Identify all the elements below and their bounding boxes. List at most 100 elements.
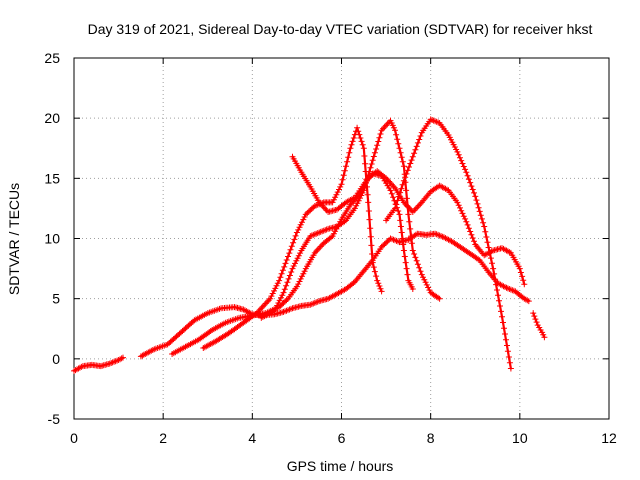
chart-title: Day 319 of 2021, Sidereal Day-to-day VTE… [88,21,593,37]
data-point-marker [347,145,354,152]
data-point-marker [366,168,373,175]
data-point-marker [503,284,510,291]
data-point-marker [396,211,403,218]
data-point-marker [295,252,302,259]
data-point-marker [290,239,297,246]
data-point-marker [397,149,404,156]
data-point-marker [401,253,408,260]
data-point-marker [299,219,305,226]
data-point-marker [268,293,275,300]
data-point-marker [290,263,297,269]
data-point-marker [300,216,307,223]
data-point-marker [374,142,381,149]
data-point-marker [341,167,348,174]
data-point-marker [412,146,419,153]
data-point-marker [360,145,367,152]
data-point-marker [404,203,411,210]
data-point-marker [343,163,349,170]
data-point-marker [393,201,400,208]
data-point-marker [284,279,291,286]
data-point-marker [367,225,374,232]
data-point-marker [275,300,282,306]
data-point-marker [463,218,470,225]
data-point-marker [413,257,420,264]
data-point-marker [295,226,302,233]
data-point-marker [429,117,436,123]
data-point-marker [498,308,504,315]
data-point-marker [371,268,378,275]
data-point-marker [439,233,446,240]
data-point-marker [361,153,368,159]
data-point-marker [413,143,420,150]
data-point-marker [288,269,295,275]
data-point-marker [516,265,523,272]
data-point-marker [296,224,303,231]
data-point-marker [471,238,477,245]
data-point-marker [462,215,469,222]
data-point-marker [409,286,416,292]
data-point-marker [329,199,336,206]
data-point-marker [495,292,501,299]
data-point-marker [463,169,470,176]
data-point-marker [396,145,403,152]
data-point-marker [399,235,406,242]
data-point-marker [519,273,526,280]
series-line [171,170,526,356]
data-point-marker [292,232,299,239]
data-point-marker [368,242,375,249]
data-point-marker [403,265,410,272]
data-point-marker [404,167,411,174]
data-point-marker [504,348,511,355]
data-point-marker [464,172,471,179]
data-point-marker [501,325,507,332]
data-point-marker [358,138,365,145]
data-point-marker [458,207,465,214]
data-point-marker [500,319,506,326]
data-point-marker [485,244,492,251]
data-point-marker [425,284,432,291]
data-point-marker [484,239,491,246]
data-point-marker [477,212,484,219]
data-point-marker [369,251,376,257]
data-point-marker [370,264,377,271]
data-point-marker [403,187,410,194]
data-point-marker [356,131,363,138]
data-point-marker [279,301,286,308]
data-point-marker [289,265,296,272]
data-point-marker [399,181,406,188]
data-point-marker [301,214,308,220]
y-tick-label: 0 [52,351,60,367]
data-point-marker [532,316,539,323]
data-point-marker [411,251,418,257]
series-early-low [71,354,126,374]
gridlines [74,58,609,419]
data-point-marker [357,195,363,202]
data-point-marker [465,225,472,232]
data-point-marker [478,215,485,222]
data-point-marker [390,194,397,201]
data-point-marker [334,189,341,196]
data-point-marker [366,216,373,223]
data-point-marker [472,193,479,200]
data-point-marker [273,282,280,289]
x-tick-label: 4 [248,430,256,446]
data-point-marker [283,257,290,263]
data-point-marker [521,281,528,288]
data-point-marker [376,134,383,141]
data-point-marker [374,277,381,284]
data-point-marker [417,268,424,275]
y-tick-label: 10 [44,231,60,247]
data-point-marker [490,265,497,272]
data-point-marker [400,241,407,248]
data-point-marker [276,277,283,284]
data-point-marker [336,186,342,193]
data-point-marker [454,148,461,155]
axis-ticks: 0 2 4 6 8 10 12 -5 0 5 10 15 20 25 [44,50,617,446]
data-point-marker [301,268,308,275]
data-point-marker [499,313,505,320]
y-tick-label: 15 [44,170,60,186]
data-point-marker [416,136,423,143]
data-point-marker [493,281,500,288]
data-point-marker [362,160,369,167]
data-point-marker [355,128,362,135]
